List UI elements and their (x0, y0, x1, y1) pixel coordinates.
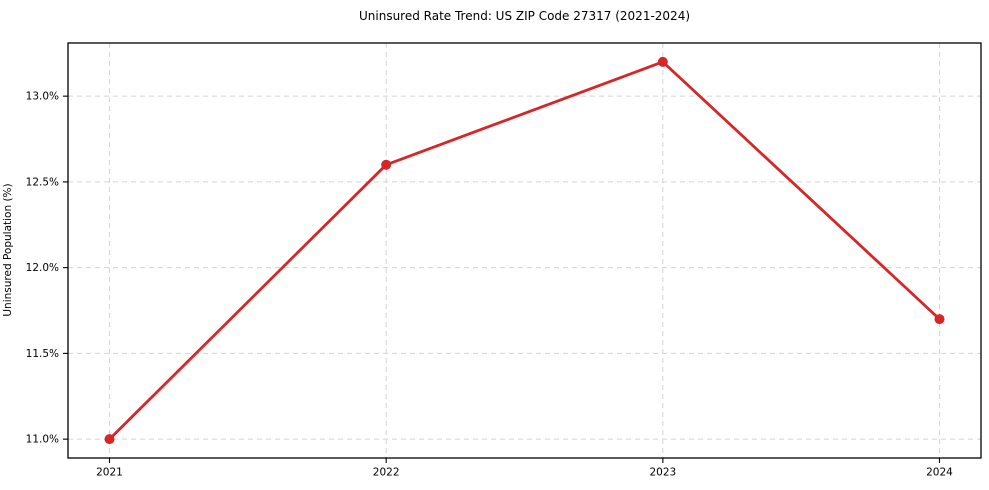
x-tick-label: 2024 (926, 467, 953, 479)
x-tick-label: 2023 (649, 467, 676, 479)
data-point-marker (381, 159, 392, 170)
data-point-marker (657, 56, 668, 67)
chart-title: Uninsured Rate Trend: US ZIP Code 27317 … (358, 9, 691, 23)
y-tick-label: 13.0% (26, 91, 59, 103)
y-tick-label: 12.0% (26, 262, 59, 274)
trend-line (108, 60, 941, 441)
axes-spines (67, 42, 982, 459)
data-point-marker (934, 314, 945, 325)
y-tick-label: 11.0% (26, 434, 59, 446)
y-tick-label: 12.5% (26, 176, 59, 188)
data-point-marker (104, 434, 115, 445)
y-tick-label: 11.5% (26, 348, 59, 360)
x-tick-label: 2021 (96, 467, 123, 479)
x-tick-label: 2022 (373, 467, 400, 479)
